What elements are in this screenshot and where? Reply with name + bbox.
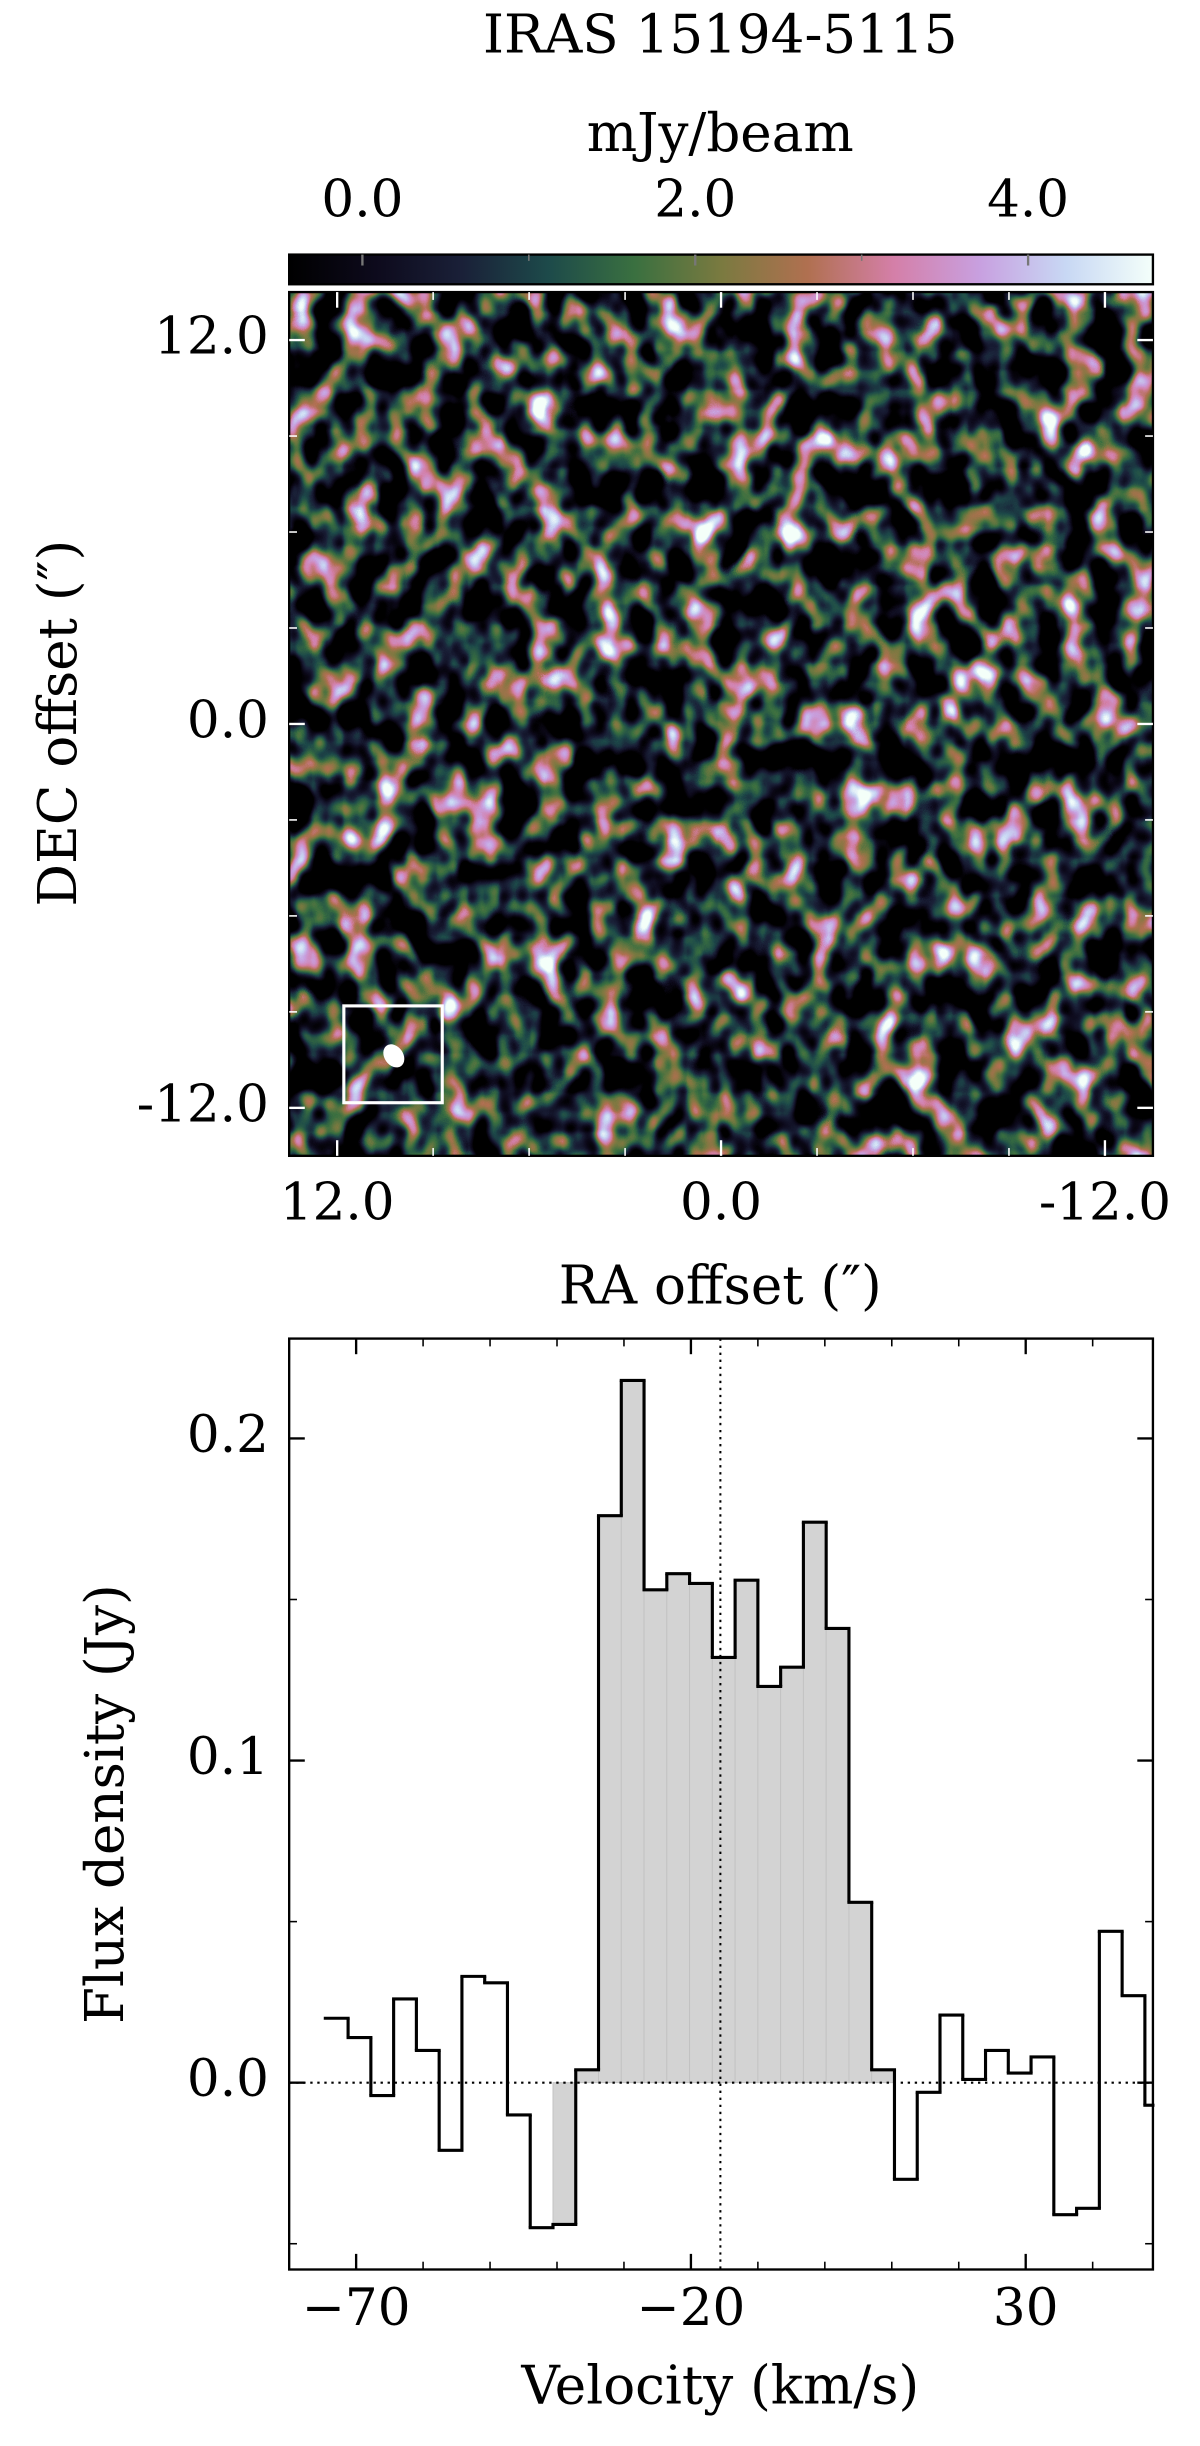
shaded-bar — [848, 1901, 873, 2084]
x-tick-label: 12.0 — [280, 1172, 395, 1232]
shaded-bar — [802, 1521, 827, 2084]
y-axis-label: Flux density (Jy) — [74, 1584, 136, 2024]
x-tick-label: 0.0 — [680, 1172, 762, 1232]
y-tick-label: -12.0 — [137, 1074, 269, 1134]
colorbar-tick-label: 4.0 — [987, 170, 1069, 230]
colorbar-tick-label: 2.0 — [654, 170, 736, 230]
shaded-bar — [666, 1573, 691, 2084]
y-tick-label: 0.2 — [187, 1405, 269, 1465]
shaded-bar — [689, 1582, 713, 2084]
title: IRAS 15194-5115 — [483, 4, 957, 66]
beam-box — [342, 1004, 444, 1105]
shaded-bar — [598, 1515, 622, 2084]
shaded-bar — [575, 2069, 599, 2084]
shaded-bar — [643, 1589, 668, 2084]
shaded-bar — [620, 1379, 645, 2084]
shaded-bar — [734, 1579, 759, 2084]
shaded-bar — [780, 1666, 804, 2084]
y-axis-label: DEC offset (″) — [27, 540, 89, 907]
x-tick-label: −70 — [302, 2278, 411, 2338]
colorbar-label: mJy/beam — [587, 102, 854, 164]
image-map — [289, 292, 1153, 1156]
x-tick-label: -12.0 — [1039, 1172, 1171, 1232]
x-tick-label: 30 — [993, 2278, 1059, 2338]
colorbar — [288, 253, 1155, 286]
x-tick-label: −20 — [637, 2278, 746, 2338]
axes-frame — [288, 1337, 1155, 2271]
colorbar-tick-label: 0.0 — [321, 170, 403, 230]
y-tick-label: 0.0 — [187, 690, 269, 750]
shaded-bar — [825, 1628, 850, 2084]
x-axis-label: RA offset (″) — [559, 1255, 882, 1317]
beam — [383, 1044, 405, 1068]
y-tick-label: 12.0 — [154, 307, 269, 367]
x-axis-label: Velocity (km/s) — [520, 2354, 919, 2416]
y-tick-label: 0.1 — [187, 1727, 269, 1787]
shaded-bar — [871, 2069, 895, 2084]
y-tick-label: 0.0 — [187, 2049, 269, 2109]
shaded-bar — [711, 1657, 736, 2084]
shaded-bar — [757, 1686, 782, 2084]
shaded-bar — [552, 2082, 577, 2225]
